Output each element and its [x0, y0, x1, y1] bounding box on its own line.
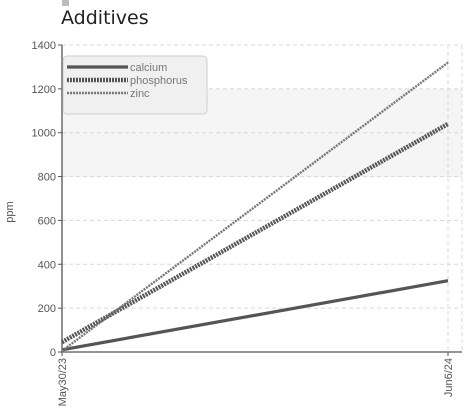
- series-line-calcium: [61, 279, 449, 352]
- y-tick-label: 800: [38, 172, 56, 184]
- y-axis-label: ppm: [4, 201, 16, 222]
- header-marker: [62, 0, 69, 6]
- y-tick-label: 600: [38, 215, 56, 227]
- x-tick-label: May30/23: [57, 358, 69, 406]
- series-lines: [60, 61, 450, 352]
- chart-title: Additives: [61, 7, 149, 29]
- series-line-zinc: [61, 61, 449, 352]
- y-tick-label: 1400: [32, 40, 56, 52]
- y-tick-label: 400: [38, 259, 56, 271]
- x-tick-label: Jun6/24: [443, 358, 455, 397]
- y-tick-label: 200: [38, 303, 56, 315]
- series-line-phosphorus: [60, 121, 450, 345]
- legend-label-zinc: zinc: [130, 88, 150, 100]
- y-tick-label: 1000: [32, 128, 56, 140]
- x-ticks: May30/23 Jun6/24: [57, 352, 455, 406]
- grid: [62, 44, 463, 352]
- y-tick-label: 1200: [32, 84, 56, 96]
- legend-label-phosphorus: phosphorus: [130, 75, 188, 87]
- legend-label-calcium: calcium: [130, 62, 167, 74]
- legend-box: [62, 55, 208, 115]
- axes: [61, 45, 462, 353]
- y-ticks: 0 200 400 600 800 1000 1200 1400: [32, 40, 62, 359]
- y-tick-label: 0: [50, 347, 56, 359]
